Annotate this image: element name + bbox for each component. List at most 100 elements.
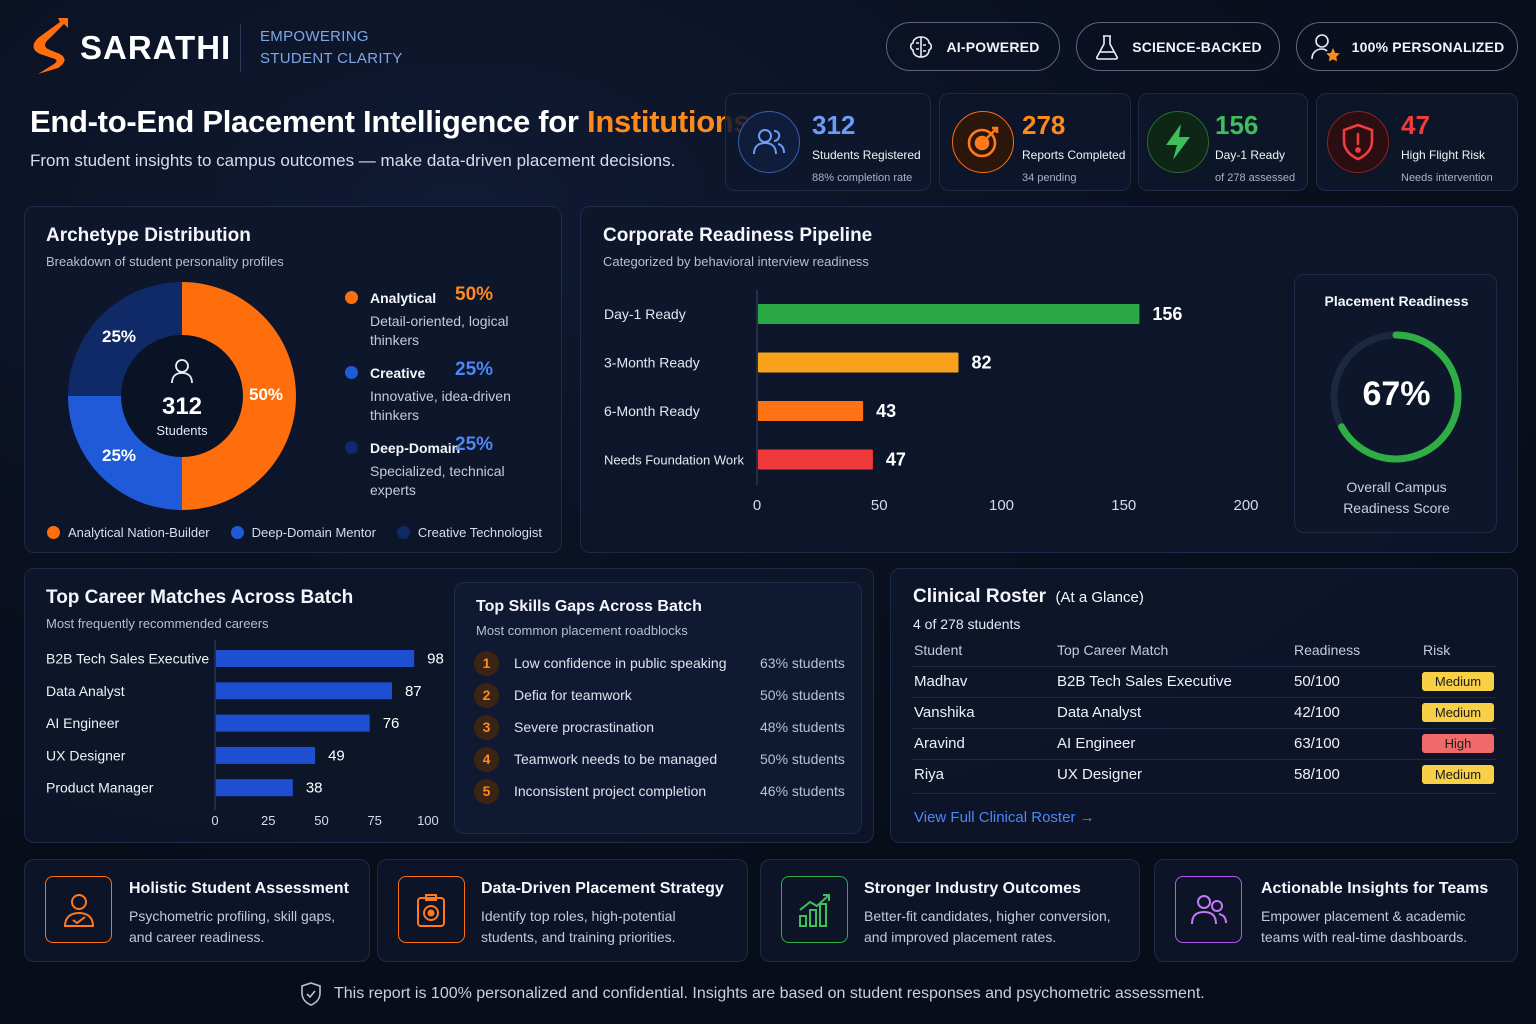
archetype-name: Deep-Domain	[370, 440, 461, 456]
career-bar-value: 76	[383, 715, 400, 732]
career-tick-label: 75	[367, 813, 381, 828]
roster-career: AI Engineer	[1057, 735, 1136, 752]
stat-value: 156	[1215, 110, 1259, 140]
roster-divider	[912, 728, 1497, 729]
flask-icon	[1096, 34, 1119, 60]
team-icon	[1175, 876, 1242, 943]
roster-divider	[912, 666, 1497, 667]
lightning-icon	[1147, 111, 1209, 173]
donut-center-value: 312	[161, 393, 203, 420]
skill-gap-row: 1 Low confidence in public speaking 63% …	[474, 650, 852, 676]
career-bar-value: 49	[328, 747, 345, 764]
feature-desc-line-1: Better-fit candidates, higher conversion…	[864, 908, 1111, 924]
archetype-name: Creative	[370, 365, 426, 381]
archetype-subtitle: Breakdown of student personality profile…	[46, 254, 284, 269]
brand-logo: SARATHI	[28, 16, 231, 79]
shield-check-icon	[301, 982, 321, 1006]
strategy-target-icon	[398, 876, 465, 943]
pipeline-category-label: Needs Foundation Work	[604, 453, 744, 468]
skill-rank: 3	[474, 714, 499, 740]
skills-panel: Top Skills Gaps Across Batch Most common…	[454, 582, 862, 834]
pipeline-tick-label: 50	[871, 497, 888, 514]
career-tick-label: 25	[261, 813, 275, 828]
risk-badge: Medium	[1422, 703, 1494, 722]
roster-header-risk: Risk	[1423, 642, 1451, 658]
feature-desc: Identify top roles, high-potential stude…	[481, 906, 676, 948]
target-icon	[952, 111, 1014, 173]
view-full-roster-link[interactable]: View Full Clinical Roster →	[914, 809, 1095, 826]
skill-label: Severe procrastination	[514, 719, 655, 735]
feature-desc-line-2: and career readiness.	[129, 929, 265, 945]
archetype-pct: 25%	[455, 434, 494, 455]
pipeline-bar-value: 43	[876, 401, 896, 421]
stat-card-students: 312 Students Registered 88% completion r…	[725, 93, 931, 191]
user-star-icon	[1310, 33, 1340, 61]
risk-badge: Medium	[1422, 765, 1494, 784]
badge-label: SCIENCE-BACKED	[1132, 38, 1262, 55]
stat-card-day1: 156 Day-1 Ready of 278 assessed	[1138, 93, 1308, 191]
feature-desc-line-2: students, and training priorities.	[481, 929, 676, 945]
pipeline-category-label: 3-Month Ready	[604, 355, 700, 371]
skill-pct: 50% students	[760, 751, 845, 767]
archetype-name: Analytical	[370, 290, 437, 306]
career-bar	[216, 650, 415, 667]
career-tick-label: 100	[417, 813, 439, 828]
roster-career: Data Analyst	[1057, 704, 1142, 721]
stat-label: Reports Completed	[1022, 148, 1126, 162]
career-bar	[216, 714, 370, 732]
archetype-desc: Innovative, idea-driven thinkers	[370, 388, 511, 423]
roster-readiness: 63/100	[1294, 735, 1340, 752]
users-icon	[738, 111, 800, 173]
pipeline-bar-value: 47	[886, 450, 906, 470]
skill-pct: 63% students	[760, 655, 845, 671]
stat-subtext: Needs intervention	[1401, 172, 1493, 184]
career-bar	[216, 779, 293, 797]
legend-dot	[345, 366, 358, 379]
brand-name: SARATHI	[80, 28, 232, 66]
badge-ai-powered: AI-POWERED	[886, 22, 1060, 71]
legend-dot	[230, 526, 244, 539]
career-category-label: B2B Tech Sales Executive	[46, 651, 209, 667]
archetype-legend: Analytical Nation-Builder Deep-Domain Me…	[47, 525, 542, 540]
roster-readiness: 42/100	[1294, 704, 1340, 721]
readiness-caption: Overall Campus Readiness Score	[1295, 477, 1498, 519]
roster-divider	[912, 697, 1497, 698]
skill-pct: 48% students	[760, 719, 845, 735]
feature-desc-line-1: Empower placement & academic	[1261, 908, 1466, 924]
roster-title-main: Clinical Roster	[913, 586, 1047, 607]
shield-alert-icon	[1327, 111, 1389, 173]
legend-dot	[396, 526, 410, 539]
page-title: End-to-End Placement Intelligence for In…	[30, 104, 751, 140]
feature-card-assessment: Holistic Student Assessment Psychometric…	[24, 859, 370, 962]
stat-subtext: 34 pending	[1022, 172, 1077, 184]
badge-personalized: 100% PERSONALIZED	[1296, 22, 1518, 71]
roster-header-readiness: Readiness	[1294, 642, 1361, 658]
roster-header-student: Student	[914, 642, 963, 658]
pipeline-tick-label: 200	[1233, 497, 1258, 514]
roster-student: Aravind	[914, 735, 965, 752]
footer: This report is 100% personalized and con…	[300, 982, 1250, 1006]
career-bar-value: 87	[405, 683, 422, 700]
career-tick-label: 0	[211, 813, 218, 828]
skill-rank: 2	[474, 682, 499, 708]
skill-rank: 5	[474, 778, 499, 804]
pipeline-bar-chart: Day-1 Ready 156 3-Month Ready 82 6-Month Rea…	[604, 290, 1259, 514]
career-category-label: UX Designer	[46, 747, 126, 763]
archetype-pct: 25%	[455, 359, 494, 380]
person-assessment-icon	[45, 876, 112, 943]
career-bar-value: 98	[427, 651, 444, 668]
feature-desc-line-1: Identify top roles, high-potential	[481, 908, 676, 924]
pipeline-bar-value: 82	[971, 353, 991, 373]
roster-career: UX Designer	[1057, 766, 1143, 783]
footer-text: This report is 100% personalized and con…	[334, 985, 1205, 1002]
pipeline-tick-label: 100	[989, 497, 1014, 514]
brain-icon	[909, 35, 932, 58]
readiness-gauge-arc	[1330, 331, 1462, 463]
donut-center-label: Students	[156, 423, 208, 438]
career-category-label: Product Manager	[46, 780, 154, 796]
stat-value: 312	[812, 110, 856, 140]
slice-label-creative: 25%	[102, 446, 137, 465]
feature-desc: Better-fit candidates, higher conversion…	[864, 906, 1111, 948]
stat-value: 47	[1401, 110, 1430, 140]
readiness-card: Placement Readiness 67% Overall Campus R…	[1294, 274, 1497, 533]
